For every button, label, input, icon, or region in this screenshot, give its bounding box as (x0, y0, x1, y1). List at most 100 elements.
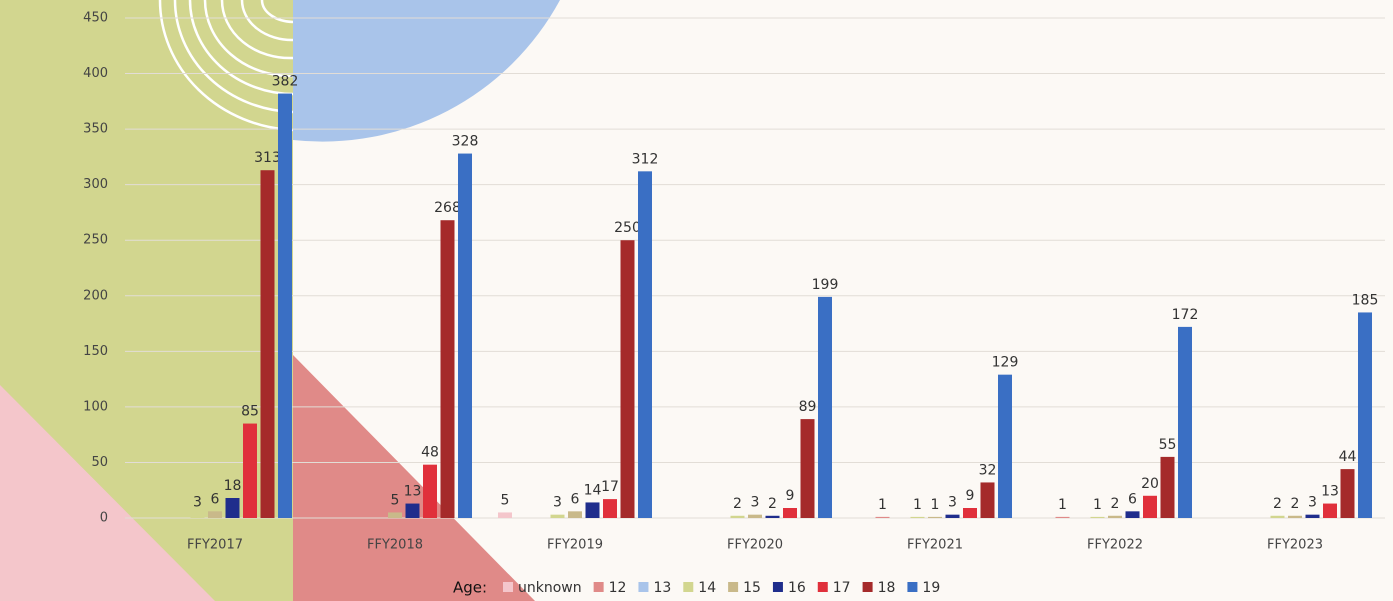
legend-swatch (863, 582, 873, 592)
y-tick-label: 200 (83, 288, 108, 303)
bar (226, 498, 240, 518)
data-label: 2 (1111, 496, 1120, 512)
bar (498, 512, 512, 518)
data-label: 6 (571, 491, 580, 507)
legend-swatch (683, 582, 693, 592)
legend-swatch (818, 582, 828, 592)
bar (551, 515, 565, 518)
data-label: 9 (786, 488, 795, 504)
y-tick-label: 100 (83, 399, 108, 414)
legend-swatch (728, 582, 738, 592)
bar (1056, 517, 1070, 518)
data-label: 1 (1058, 497, 1067, 513)
x-tick-label: FFY2023 (1267, 538, 1323, 553)
data-label: 17 (601, 479, 619, 495)
chart: Age: 0 50 100 150 200 250 300 350 400 450 FFY2017 3… (0, 0, 1393, 601)
bar (1271, 516, 1285, 518)
legend-label: 19 (922, 580, 940, 596)
bar (1161, 457, 1175, 518)
data-label: 13 (404, 484, 422, 500)
legend-label: 17 (833, 580, 851, 596)
y-tick-label: 450 (83, 11, 108, 26)
bar (1358, 312, 1372, 518)
bar (191, 515, 205, 518)
data-label: 1 (931, 497, 940, 513)
legend-label: 15 (743, 580, 761, 596)
bar (568, 511, 582, 518)
y-tick-label: 400 (83, 66, 108, 81)
bar (1288, 516, 1302, 518)
bar (766, 516, 780, 518)
bar (911, 517, 925, 518)
bar (1323, 504, 1337, 518)
y-tick-label: 150 (83, 344, 108, 359)
data-label: 312 (632, 151, 659, 167)
data-label: 185 (1352, 292, 1379, 308)
data-label: 1 (878, 497, 887, 513)
data-label: 20 (1141, 476, 1159, 492)
legend-swatch (594, 582, 604, 592)
bar (1341, 469, 1355, 518)
legend-swatch (907, 582, 917, 592)
data-label: 3 (553, 495, 562, 511)
data-label: 2 (1291, 496, 1300, 512)
x-tick-label: FFY2019 (547, 538, 603, 553)
data-label: 313 (254, 150, 281, 166)
legend-label: 14 (698, 580, 716, 596)
data-label: 55 (1159, 437, 1177, 453)
data-label: 328 (452, 134, 479, 150)
bar (388, 512, 402, 518)
x-tick-label: FFY2021 (907, 538, 963, 553)
data-label: 129 (992, 355, 1019, 371)
bar (1108, 516, 1122, 518)
x-tick-label: FFY2017 (187, 538, 243, 553)
data-label: 250 (614, 220, 641, 236)
bar (621, 240, 635, 518)
bar (946, 515, 960, 518)
data-label: 2 (1273, 496, 1282, 512)
x-tick-label: FFY2018 (367, 538, 423, 553)
bar (406, 504, 420, 518)
bar (731, 516, 745, 518)
y-tick-label: 350 (83, 122, 108, 137)
bar (748, 515, 762, 518)
bar (278, 94, 292, 518)
bar (963, 508, 977, 518)
data-label: 5 (501, 492, 510, 508)
bar (1143, 496, 1157, 518)
data-label: 14 (584, 482, 602, 498)
y-tick-label: 300 (83, 177, 108, 192)
y-tick-label: 50 (91, 455, 108, 470)
data-label: 3 (948, 495, 957, 511)
bar (586, 502, 600, 518)
data-label: 85 (241, 404, 259, 420)
data-label: 268 (434, 200, 461, 216)
bar (243, 424, 257, 518)
data-label: 2 (768, 496, 777, 512)
legend-title: Age: (453, 579, 487, 597)
legend-label: 13 (653, 580, 671, 596)
y-tick-label: 0 (100, 511, 108, 526)
data-label: 3 (1308, 495, 1317, 511)
data-label: 1 (913, 497, 922, 513)
data-label: 5 (391, 492, 400, 508)
bar (458, 154, 472, 518)
y-tick-label: 250 (83, 233, 108, 248)
bar (876, 517, 890, 518)
data-label: 6 (1128, 491, 1137, 507)
data-label: 48 (421, 445, 439, 461)
data-label: 3 (751, 495, 760, 511)
x-tick-label: FFY2020 (727, 538, 783, 553)
bar (928, 517, 942, 518)
data-label: 1 (1093, 497, 1102, 513)
legend-label: unknown (518, 580, 582, 596)
bar (1126, 511, 1140, 518)
legend-swatch (773, 582, 783, 592)
data-label: 172 (1172, 307, 1199, 323)
x-tick-label: FFY2022 (1087, 538, 1143, 553)
bar (1178, 327, 1192, 518)
data-label: 18 (224, 478, 242, 494)
data-label: 199 (812, 277, 839, 293)
legend-label: 12 (609, 580, 627, 596)
data-label: 3 (193, 495, 202, 511)
